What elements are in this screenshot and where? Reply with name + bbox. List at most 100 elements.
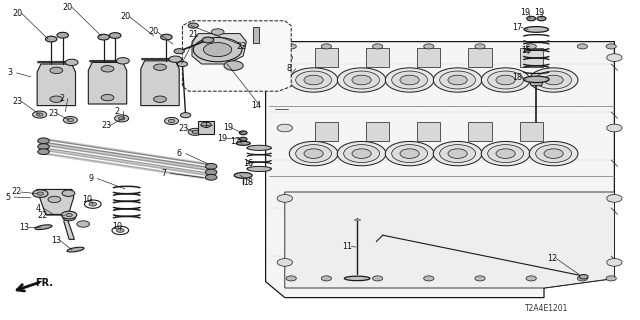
Text: 23: 23 [101,121,111,130]
Circle shape [577,44,588,49]
Circle shape [36,113,43,116]
Text: 20: 20 [13,9,23,18]
Text: 19: 19 [534,8,545,17]
Circle shape [424,44,434,49]
Circle shape [536,145,572,163]
Circle shape [164,117,179,124]
Text: 3: 3 [8,68,13,77]
Circle shape [321,44,332,49]
Circle shape [289,68,338,92]
Circle shape [118,117,125,120]
Bar [253,27,259,43]
Circle shape [496,149,515,158]
Circle shape [544,75,563,85]
Text: 5: 5 [5,193,10,202]
Circle shape [38,149,49,155]
Circle shape [277,54,292,61]
Circle shape [344,145,380,163]
Polygon shape [192,34,246,64]
Text: 12: 12 [547,254,557,263]
Text: 21: 21 [188,30,198,39]
Circle shape [50,67,63,74]
Circle shape [607,54,622,61]
Circle shape [38,144,49,149]
Circle shape [37,192,44,195]
Text: 13: 13 [51,236,61,245]
Bar [468,48,492,67]
Ellipse shape [524,27,548,32]
Circle shape [205,164,217,169]
Circle shape [45,36,57,42]
Circle shape [62,190,75,196]
Bar [315,48,338,67]
Circle shape [337,141,386,166]
Polygon shape [529,79,544,86]
Circle shape [537,16,546,21]
Circle shape [392,145,428,163]
Circle shape [33,111,47,118]
Circle shape [448,149,467,158]
Circle shape [63,116,77,124]
Circle shape [188,23,198,28]
Circle shape [440,145,476,163]
Circle shape [286,276,296,281]
Circle shape [192,130,198,133]
Circle shape [475,44,485,49]
Circle shape [101,94,114,101]
Circle shape [488,145,524,163]
Circle shape [424,276,434,281]
Text: 20: 20 [148,28,159,36]
Circle shape [607,259,622,266]
Bar [520,122,543,141]
Circle shape [481,68,530,92]
Circle shape [400,75,419,85]
Text: 18: 18 [243,178,253,187]
Circle shape [109,33,121,38]
Text: 22: 22 [37,211,47,220]
Polygon shape [285,192,614,288]
Bar [468,122,492,141]
Circle shape [239,137,247,141]
Text: 11: 11 [342,242,353,251]
Circle shape [63,214,76,221]
Circle shape [115,115,129,122]
Text: 19: 19 [218,134,228,143]
Polygon shape [64,214,74,239]
Circle shape [48,196,61,203]
Bar [198,121,214,134]
Circle shape [65,59,78,66]
Circle shape [161,34,172,40]
Text: 20: 20 [63,3,73,12]
Polygon shape [182,21,291,91]
Circle shape [321,276,332,281]
Circle shape [277,259,292,266]
Circle shape [277,124,292,132]
Ellipse shape [344,276,370,281]
Circle shape [352,149,371,158]
Circle shape [606,44,616,49]
Text: 10: 10 [82,195,92,204]
Text: 16: 16 [243,159,253,168]
Circle shape [536,71,572,89]
Circle shape [205,169,217,175]
Circle shape [67,118,74,122]
Circle shape [286,44,296,49]
Circle shape [433,141,482,166]
Circle shape [168,119,175,123]
Circle shape [201,122,211,127]
Bar [520,48,543,67]
Circle shape [481,141,530,166]
Circle shape [372,44,383,49]
Circle shape [579,275,588,279]
Text: FR.: FR. [35,278,53,288]
Text: 17: 17 [512,23,522,32]
Circle shape [529,141,578,166]
Text: 14: 14 [251,101,261,110]
Circle shape [204,43,232,57]
Circle shape [527,16,536,21]
Circle shape [211,29,224,35]
Circle shape [296,145,332,163]
Circle shape [448,75,467,85]
Circle shape [188,128,202,135]
Ellipse shape [247,166,271,172]
